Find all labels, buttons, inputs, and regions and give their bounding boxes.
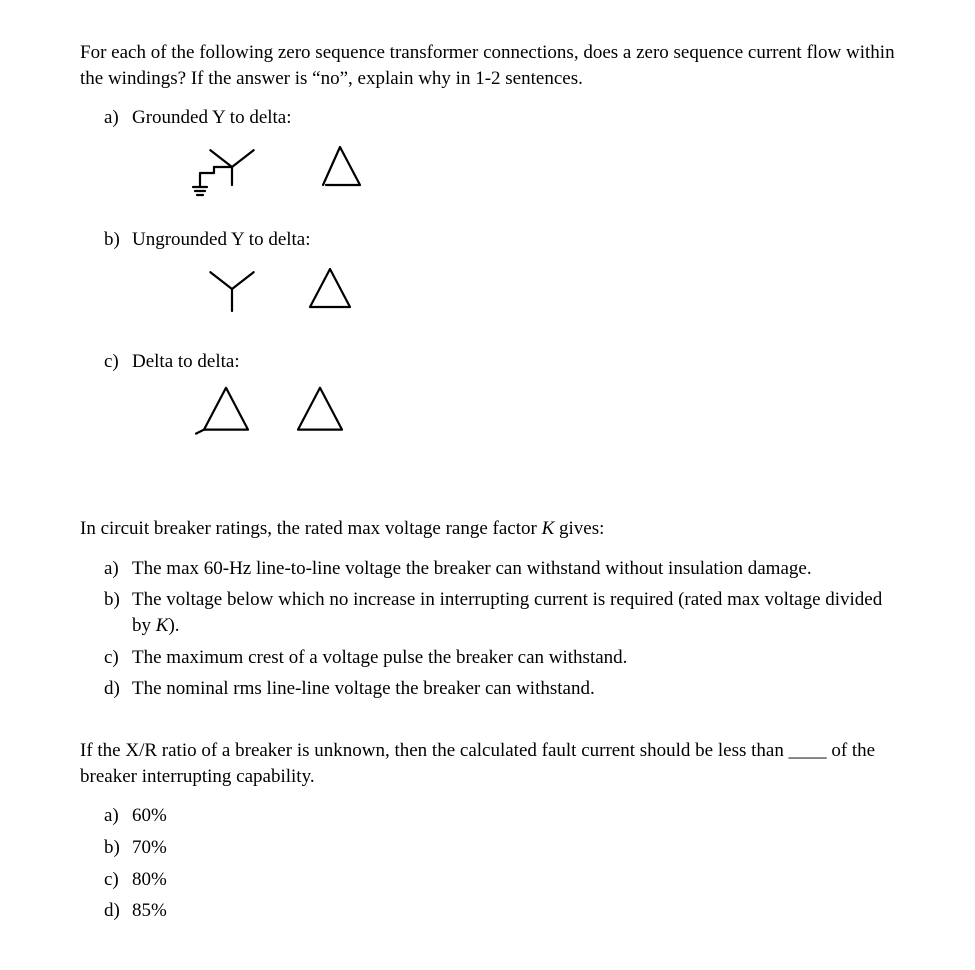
q1-c-diagram xyxy=(170,380,895,452)
q2-c-text: The maximum crest of a voltage pulse the… xyxy=(132,645,895,671)
q3-option-a: a) 60% xyxy=(104,803,895,829)
q1-b-label: b) xyxy=(104,227,132,253)
q2-a-label: a) xyxy=(104,556,132,582)
q2-intro-var: K xyxy=(542,518,555,539)
q2-intro: In circuit breaker ratings, the rated ma… xyxy=(80,516,895,542)
q2-b-pre: The voltage below which no increase in i… xyxy=(132,589,882,636)
q2-b-label: b) xyxy=(104,587,132,638)
q1-a-label: a) xyxy=(104,105,132,131)
q3-a-text: 60% xyxy=(132,803,895,829)
q1-part-b: b) Ungrounded Y to delta: xyxy=(104,227,895,253)
q1-c-text: Delta to delta: xyxy=(132,349,895,375)
q1-intro: For each of the following zero sequence … xyxy=(80,40,895,91)
q2-b-var: K xyxy=(156,615,169,636)
q2-d-label: d) xyxy=(104,676,132,702)
q1-b-text: Ungrounded Y to delta: xyxy=(132,227,895,253)
q1-a-text: Grounded Y to delta: xyxy=(132,105,895,131)
q3-option-d: d) 85% xyxy=(104,898,895,924)
q3-option-b: b) 70% xyxy=(104,835,895,861)
q3-c-label: c) xyxy=(104,867,132,893)
q3-b-text: 70% xyxy=(132,835,895,861)
q1-a-diagram xyxy=(170,137,895,209)
q3-c-text: 80% xyxy=(132,867,895,893)
q3-option-c: c) 80% xyxy=(104,867,895,893)
q2-intro-pre: In circuit breaker ratings, the rated ma… xyxy=(80,518,542,539)
q2-c-label: c) xyxy=(104,645,132,671)
q2-b-text: The voltage below which no increase in i… xyxy=(132,587,895,638)
q2-option-d: d) The nominal rms line-line voltage the… xyxy=(104,676,895,702)
q1-part-a: a) Grounded Y to delta: xyxy=(104,105,895,131)
q1-c-label: c) xyxy=(104,349,132,375)
q1-part-c: c) Delta to delta: xyxy=(104,349,895,375)
q2-b-post: ). xyxy=(168,615,179,636)
q3-intro: If the X/R ratio of a breaker is unknown… xyxy=(80,738,895,789)
q2-intro-post: gives: xyxy=(554,518,604,539)
q2-option-a: a) The max 60-Hz line-to-line voltage th… xyxy=(104,556,895,582)
q2-option-b: b) The voltage below which no increase i… xyxy=(104,587,895,638)
q2-d-text: The nominal rms line-line voltage the br… xyxy=(132,676,895,702)
q3-d-text: 85% xyxy=(132,898,895,924)
q2-a-text: The max 60-Hz line-to-line voltage the b… xyxy=(132,556,895,582)
q3-a-label: a) xyxy=(104,803,132,829)
q3-b-label: b) xyxy=(104,835,132,861)
q3-d-label: d) xyxy=(104,898,132,924)
q2-option-c: c) The maximum crest of a voltage pulse … xyxy=(104,645,895,671)
q1-b-diagram xyxy=(170,259,895,331)
